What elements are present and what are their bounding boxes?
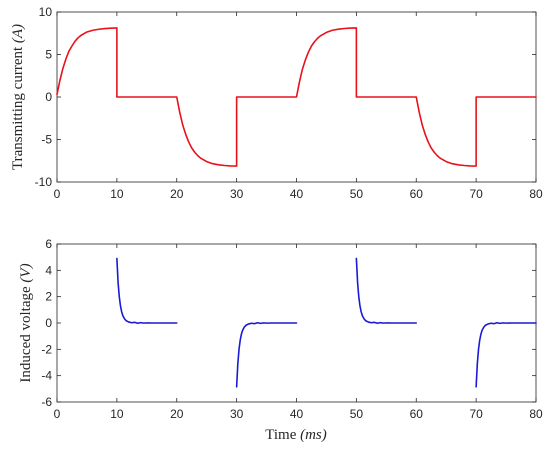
- y-axis-label-top: Transmitting current (A): [10, 24, 26, 170]
- series-line-bottom-0: [116, 257, 178, 325]
- series-line-top: [56, 27, 537, 167]
- series-bottom: [116, 257, 537, 388]
- series-top: [56, 27, 537, 167]
- x-tick-label: 80: [529, 407, 543, 421]
- x-tick-label: 40: [290, 187, 304, 201]
- y-ticks-bottom: 6 4 2 0 -2 -4 -6: [41, 237, 536, 409]
- x-tick-label: 50: [350, 407, 364, 421]
- x-ticks-top: 0 10 20 30 40 50 60 70 80: [54, 12, 543, 201]
- x-tick-label: 30: [230, 187, 244, 201]
- x-tick-label: 0: [54, 407, 61, 421]
- y-tick-label: 5: [45, 48, 52, 62]
- x-tick-label: 60: [410, 407, 424, 421]
- x-tick-label: 0: [54, 187, 61, 201]
- y-tick-label: 4: [45, 263, 52, 277]
- y-tick-label: -2: [41, 342, 52, 356]
- x-axis-label-bottom: Time (ms): [265, 427, 327, 443]
- y-tick-label: -4: [41, 369, 52, 383]
- x-tick-label: 20: [170, 187, 184, 201]
- y-ticks-top: 10 5 0 -5 -10: [35, 5, 536, 189]
- series-line-bottom-1: [235, 321, 298, 388]
- series-line-bottom-2: [355, 257, 418, 325]
- x-tick-label: 30: [230, 407, 244, 421]
- x-tick-label: 20: [170, 407, 184, 421]
- y-axis-label-bottom: Induced voltage (V): [18, 263, 34, 382]
- series-line-bottom-3: [475, 321, 537, 388]
- y-tick-label: 6: [45, 237, 52, 251]
- x-tick-label: 70: [469, 187, 483, 201]
- x-tick-label: 60: [410, 187, 424, 201]
- y-tick-label: -5: [41, 133, 52, 147]
- x-tick-label: 10: [110, 407, 124, 421]
- y-tick-label: 0: [45, 90, 52, 104]
- y-tick-label: -6: [41, 395, 52, 409]
- x-tick-label: 40: [290, 407, 304, 421]
- x-tick-label: 70: [469, 407, 483, 421]
- y-tick-label: -10: [35, 175, 53, 189]
- y-tick-label: 0: [45, 316, 52, 330]
- x-ticks-bottom: 0 10 20 30 40 50 60 70 80: [54, 244, 543, 421]
- x-tick-label: 50: [350, 187, 364, 201]
- y-tick-label: 10: [39, 5, 53, 19]
- x-tick-label: 10: [110, 187, 124, 201]
- y-tick-label: 2: [45, 290, 52, 304]
- x-tick-label: 80: [529, 187, 543, 201]
